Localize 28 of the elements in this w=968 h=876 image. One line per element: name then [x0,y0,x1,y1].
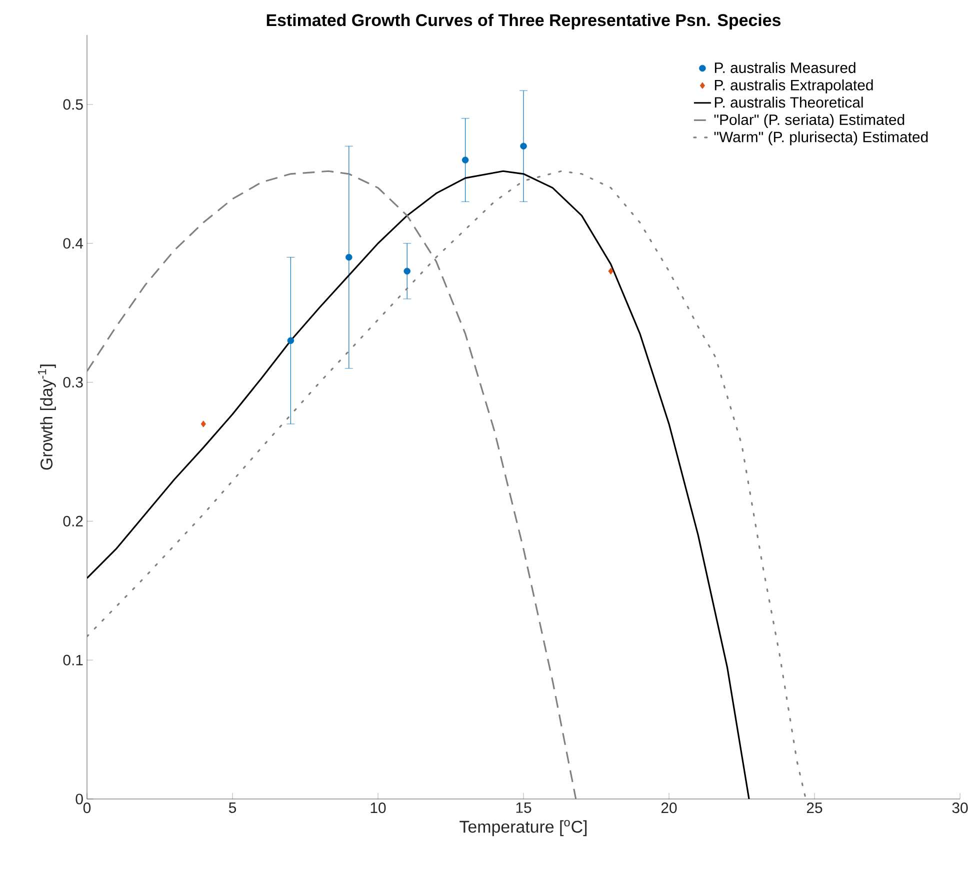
x-tick-label: 10 [370,802,386,814]
point [608,268,614,275]
x-tick-label: 20 [661,802,677,814]
legend-label: P. australis Extrapolated [714,79,873,94]
x-tick-label: 30 [952,802,968,814]
legend-label: P. australis Measured [714,62,856,74]
legend-label: "Polar" (P. seriata) Estimated [714,114,904,128]
point [404,268,410,275]
y-tick-label: 0.2 [63,516,83,526]
legend-label: "Warm" (P. plurisecta) Estimated [714,131,928,146]
y-tick-label: 0.5 [63,99,83,110]
y-tick-label: 0.4 [63,238,84,249]
x-tick-label: 15 [516,802,532,813]
x-tick-label: 0 [83,802,91,814]
x-tick-label: 25 [806,802,822,814]
x-tick-label: 5 [228,802,236,813]
point [287,337,294,344]
point [462,156,469,164]
chart-title: Estimated Growth Curves of Three Representative Psn. Species [266,14,781,30]
point [346,254,352,261]
y-axis-title: Growth [day$^{-1}$] [38,364,56,470]
point [200,420,206,428]
point [520,142,527,150]
y-tick-label: 0.1 [63,654,83,666]
legend-label: P. australis Theoretical [714,96,863,108]
x-axis-title: Temperature [$^{o}$C] [460,820,587,836]
y-tick-label: 0.3 [63,376,83,388]
y-tick-label: 0 [76,794,83,804]
